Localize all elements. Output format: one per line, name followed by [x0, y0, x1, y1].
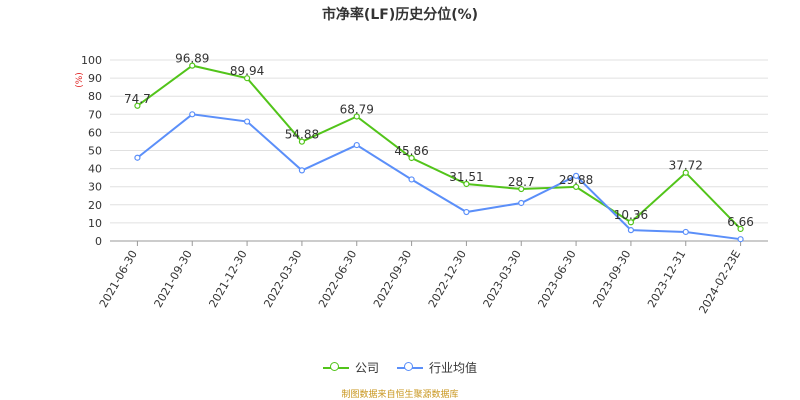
y-tick-label: 70 [88, 108, 102, 121]
x-tick-label: 2023-12-31 [645, 248, 688, 310]
y-tick-label: 10 [88, 217, 102, 230]
data-label: 29.88 [559, 173, 593, 187]
legend-label-company: 公司 [354, 361, 379, 375]
series-line-0 [136, 64, 742, 230]
y-axis-label: (%) [75, 72, 85, 88]
legend-marker-industry [397, 361, 423, 371]
y-tick-label: 80 [88, 90, 102, 103]
data-label: 31.51 [449, 170, 483, 184]
series-1-point [298, 167, 306, 174]
y-tick-label: 40 [88, 163, 102, 176]
x-tick-label: 2024-02-23E [696, 248, 743, 316]
series-1-point [518, 199, 525, 207]
series-1-point [189, 111, 196, 118]
series-0-point [134, 102, 141, 109]
data-label: 68.79 [340, 102, 374, 116]
series-0-point [572, 183, 580, 191]
series-1-point [134, 154, 141, 161]
series-1-point [572, 172, 580, 179]
legend-marker-company [322, 361, 349, 371]
series-0-point [408, 154, 415, 162]
x-tick-label: 2021-09-30 [152, 248, 195, 310]
series-0-point [627, 219, 635, 226]
x-tick-label: 2022-06-30 [316, 248, 359, 310]
series-0-point [298, 138, 306, 145]
series-1-point [408, 176, 415, 183]
series-1-point [627, 227, 635, 234]
series-line-1 [136, 113, 741, 241]
x-tick-label: 2023-09-30 [590, 248, 633, 310]
series-0-point [737, 225, 744, 233]
x-tick-label: 2021-12-30 [206, 248, 249, 310]
legend-item-industry[interactable]: 行业均值 [397, 359, 477, 376]
data-label: 6.66 [727, 215, 754, 229]
y-tick-label: 50 [88, 145, 102, 158]
legend: 公司 行业均值 [0, 359, 800, 376]
data-label: 96.89 [175, 52, 209, 66]
x-tick-label: 2021-06-30 [97, 248, 140, 310]
series-0-point [353, 113, 360, 120]
data-label: 10.36 [614, 208, 648, 222]
y-tick-label: 20 [88, 199, 102, 212]
series-1-point [353, 141, 360, 149]
series-0-point [518, 185, 525, 193]
data-label: 28.7 [508, 175, 535, 189]
y-tick-label: 30 [88, 181, 102, 194]
y-tick-label: 100 [81, 54, 102, 67]
chart-title: 市净率(LF)历史分位(%) [321, 7, 479, 23]
series-1-point [682, 228, 689, 236]
x-tick-label: 2022-03-30 [261, 248, 304, 310]
series-1-point [463, 208, 470, 216]
data-label: 37.72 [669, 159, 703, 173]
y-tick-label: 0 [95, 235, 102, 248]
x-tick-label: 2022-09-30 [371, 248, 414, 310]
series-0-point [463, 180, 470, 188]
legend-label-industry: 行业均值 [429, 361, 478, 375]
legend-item-company[interactable]: 公司 [322, 359, 379, 376]
y-tick-label: 90 [88, 72, 102, 85]
x-tick-label: 2023-06-30 [535, 248, 578, 310]
series-1-point [737, 236, 744, 243]
x-tick-label: 2023-03-30 [481, 248, 524, 310]
data-label: 89.94 [230, 64, 264, 78]
series-1-point [243, 118, 251, 125]
x-tick-label: 2022-12-30 [426, 248, 469, 310]
data-label: 74.7 [124, 92, 151, 106]
data-label: 54.88 [285, 128, 319, 142]
series-0-point [682, 169, 689, 176]
series-0-point [243, 75, 251, 82]
source-note: 制图数据来自恒生聚源数据库 [341, 390, 459, 400]
data-label: 45.86 [394, 144, 428, 158]
series-0-point [189, 62, 196, 69]
y-tick-label: 60 [88, 126, 102, 139]
